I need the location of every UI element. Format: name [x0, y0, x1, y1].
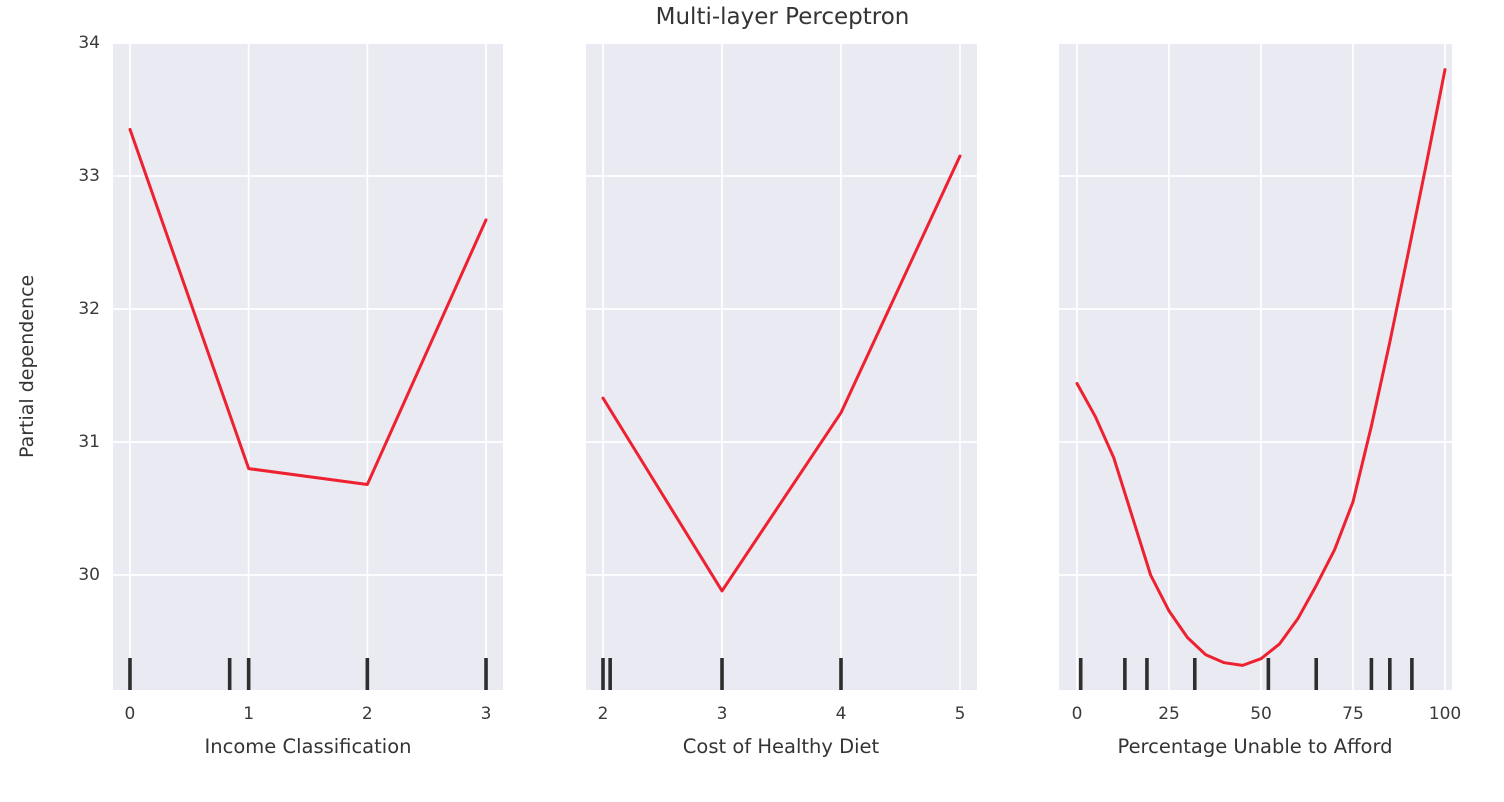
- x-axis-label-income-classification: Income Classification: [204, 735, 412, 758]
- rug-mark: [1145, 658, 1149, 690]
- rug-mark: [1078, 658, 1083, 690]
- rug-mark: [720, 658, 724, 690]
- x-axis-label-percentage-unable-to-afford: Percentage Unable to Afford: [1117, 735, 1393, 758]
- rug-mark: [484, 658, 488, 690]
- x-tick-label: 25: [1158, 704, 1180, 724]
- rug-mark: [1388, 658, 1392, 690]
- y-tick-label: 33: [78, 165, 100, 186]
- x-tick-label: 5: [954, 704, 966, 724]
- rug-mark: [839, 658, 843, 690]
- pdp-line: [1075, 68, 1447, 667]
- x-tick-label: 0: [1071, 704, 1083, 724]
- x-tick-label: 3: [716, 704, 728, 724]
- y-tick-label: 34: [78, 33, 100, 53]
- x-tick-label: 0: [124, 704, 136, 724]
- y-tick-label: 31: [78, 431, 100, 452]
- rug-mark: [246, 658, 251, 690]
- x-tick-label: 2: [361, 704, 373, 724]
- plot-area: [586, 43, 977, 690]
- pdp-line: [601, 154, 962, 593]
- x-tick-label: 50: [1250, 704, 1272, 724]
- figure-title: Multi-layer Perceptron: [655, 4, 910, 30]
- x-axis-label-cost-of-healthy-diet: Cost of Healthy Diet: [682, 735, 880, 758]
- y-tick-label: 32: [78, 298, 100, 319]
- rug-mark: [227, 658, 232, 690]
- x-tick-label: 100: [1428, 704, 1462, 724]
- x-tick-label: 1: [243, 704, 255, 724]
- panel-cost-of-healthy-diet: [586, 43, 977, 690]
- plot-area: [113, 43, 503, 690]
- rug-mark: [608, 658, 612, 690]
- y-tick-label: 30: [78, 564, 100, 585]
- panel-income-classification: [113, 43, 503, 690]
- rug-mark: [1410, 658, 1414, 690]
- x-tick-label: 4: [835, 704, 847, 724]
- rug-mark: [1369, 658, 1374, 690]
- rug-mark: [1123, 658, 1127, 690]
- plot-area: [1059, 43, 1452, 690]
- y-axis-label: Partial dependence: [16, 274, 38, 459]
- rug-mark: [365, 658, 370, 690]
- rug-mark: [1192, 658, 1197, 690]
- rug-mark: [128, 658, 132, 690]
- x-tick-label: 3: [480, 704, 492, 724]
- rug-mark: [601, 658, 605, 690]
- rug-mark: [1314, 658, 1319, 690]
- panel-percentage-unable-to-afford: [1059, 43, 1452, 690]
- pdp-line: [128, 127, 488, 486]
- x-tick-label: 2: [597, 704, 609, 724]
- rug-mark: [1266, 658, 1271, 690]
- x-tick-label: 75: [1342, 704, 1364, 724]
